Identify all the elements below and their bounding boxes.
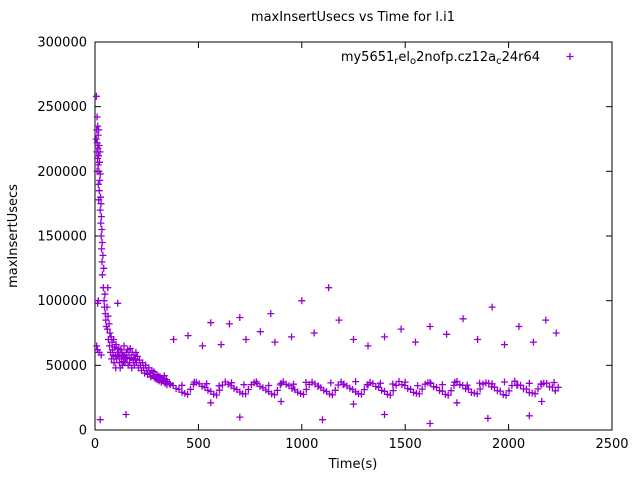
- y-tick-label: 50000: [46, 359, 87, 374]
- y-tick-label: 150000: [37, 230, 87, 245]
- legend-marker-icon: [566, 53, 574, 60]
- x-tick-label: 2500: [595, 437, 628, 452]
- x-axis-label: Time(s): [328, 457, 378, 472]
- scatter-points: [92, 92, 562, 427]
- legend-label: my5651relo2nofp.cz12ac24r64: [341, 50, 540, 67]
- y-axis-ticks: 0 50000 100000 150000 200000 250000 300000: [37, 36, 612, 439]
- x-tick-label: 2000: [492, 437, 525, 452]
- x-axis-ticks: 0 500 1000 1500 2000 2500: [91, 42, 629, 452]
- plot-border: [94, 41, 613, 431]
- chart-title: maxInsertUsecs vs Time for l.i1: [251, 10, 455, 25]
- y-tick-label: 300000: [37, 36, 87, 51]
- y-tick-label: 100000: [37, 294, 87, 309]
- x-tick-label: 500: [186, 437, 211, 452]
- y-tick-label: 200000: [37, 165, 87, 180]
- x-tick-label: 1000: [285, 437, 318, 452]
- y-axis-label: maxInsertUsecs: [6, 184, 21, 288]
- y-tick-label: 250000: [37, 100, 87, 115]
- x-tick-label: 0: [91, 437, 99, 452]
- x-tick-label: 1500: [389, 437, 422, 452]
- scatter-series: [92, 92, 562, 427]
- y-tick-label: 0: [79, 424, 87, 439]
- legend: my5651relo2nofp.cz12ac24r64: [341, 50, 574, 67]
